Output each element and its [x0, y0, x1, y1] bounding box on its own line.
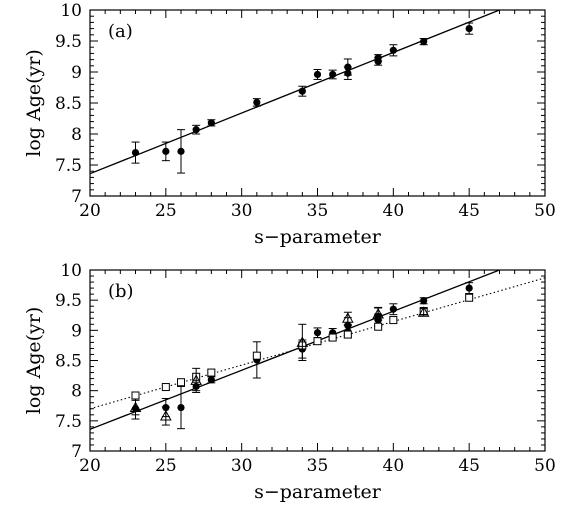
data-point-circle [465, 284, 473, 292]
y-axis-label: log Age(yr) [23, 307, 45, 415]
panel-label: (a) [108, 21, 133, 42]
fit-lines [90, 270, 545, 430]
data-point-circle [177, 147, 185, 155]
data-point-circle [192, 126, 200, 134]
data-point-triangle [159, 409, 172, 421]
x-axis-label: s−parameter [254, 481, 382, 503]
y-tick-label: 10 [60, 1, 82, 21]
x-tick-label: 20 [79, 201, 101, 221]
data-point-circle [162, 147, 170, 155]
data-point-square [161, 383, 170, 392]
y-tick-label: 9 [71, 63, 82, 83]
y-tick-label: 9.5 [55, 32, 82, 52]
data-point-circle [344, 69, 352, 77]
data-point-triangle [296, 336, 309, 347]
y-tick-label: 9.5 [55, 291, 82, 311]
data-point-triangle [190, 374, 203, 385]
y-tick-label: 10 [60, 261, 82, 281]
data-point-circle [465, 25, 473, 33]
chart-panel-b: 20 25 30 35 40 45 50 7 7.5 8 8.5 9 9.5 10 s−parameter l… [23, 261, 556, 503]
data-point-circle [177, 403, 185, 412]
x-tick-label: 45 [458, 456, 480, 476]
x-tick-label: 40 [383, 456, 405, 476]
y-axis-label: log Age(yr) [23, 49, 45, 157]
plot-frame [89, 9, 546, 197]
x-tick-label: 30 [231, 456, 253, 476]
data-point-circle [131, 149, 140, 157]
y-tick-label: 7.5 [55, 412, 82, 432]
data-point-square [374, 322, 383, 331]
x-tick-label: 35 [307, 201, 329, 221]
panel-label: (b) [108, 281, 134, 302]
chart-panel-a: 20 25 30 35 40 45 50 7 7.5 8 8.5 9 9.5 10 s−parameter l… [23, 1, 556, 248]
data-point-circle [420, 38, 428, 46]
y-tick-label: 8.5 [55, 352, 82, 372]
data-point-square [389, 316, 398, 325]
fit-lines [90, 10, 500, 175]
data-point-square [252, 351, 261, 360]
x-tick-label: 50 [534, 201, 556, 221]
data-point-square [465, 293, 474, 302]
data-point-circle [374, 54, 382, 62]
data-point-circle [329, 70, 337, 79]
x-tick-label: 35 [307, 456, 329, 476]
x-tick-label: 30 [231, 201, 253, 221]
data-point-circle [313, 329, 322, 337]
data-point-square [177, 378, 185, 387]
y-tick-label: 8 [71, 125, 82, 145]
data-point-circle [207, 119, 215, 127]
data-point-circle [420, 297, 428, 305]
data-point-square [207, 368, 216, 377]
y-tick-label: 7 [71, 187, 82, 207]
data-point-circle [207, 376, 215, 384]
data-point-circle [253, 98, 261, 106]
x-tick-label: 25 [155, 201, 177, 221]
y-tick-label: 7.5 [55, 156, 82, 176]
data-point-circle [389, 305, 397, 313]
x-tick-label: 25 [155, 456, 177, 476]
data-point-circle [298, 87, 306, 95]
y-tick-label: 7 [71, 442, 82, 462]
x-axis-label: s−parameter [254, 226, 382, 248]
fit-line-solid [90, 10, 500, 175]
y-tick-label: 8 [71, 382, 82, 402]
x-tick-label: 45 [458, 201, 480, 221]
y-tick-label: 9 [71, 321, 82, 341]
data-point-circle [313, 70, 322, 79]
y-tick-label: 8.5 [55, 94, 82, 114]
data-point-square [131, 391, 140, 400]
data-point-triangle [341, 312, 354, 323]
data-point-square [343, 330, 352, 339]
data-point-circle [389, 46, 397, 54]
x-tick-label: 40 [383, 201, 405, 221]
data-point-triangle [129, 401, 142, 413]
data-point-triangle [417, 306, 430, 317]
plot-frame [89, 269, 546, 452]
x-tick-label: 20 [79, 456, 101, 476]
x-tick-label: 50 [534, 456, 556, 476]
data-point-square [313, 337, 322, 346]
data-point-square [328, 333, 337, 342]
data-point-triangle [372, 308, 385, 319]
